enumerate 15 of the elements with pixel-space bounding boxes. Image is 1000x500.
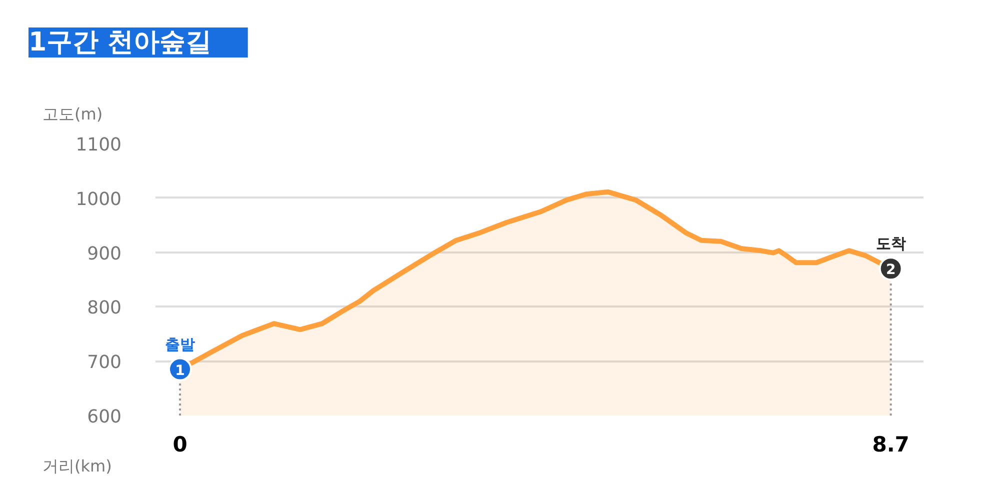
annotation: 2 — [886, 262, 896, 278]
y-tick-label: 600 — [87, 406, 122, 428]
x-tick-label: 8.7 — [872, 432, 910, 456]
annotation: 1 — [175, 362, 185, 379]
y-tick-label: 1000 — [76, 188, 122, 210]
x-axis-title: 거리(km) — [42, 456, 112, 476]
x-tick-label: 0 — [172, 432, 188, 456]
annotation: 도착 — [876, 234, 906, 253]
chart-title: 1구간 천아숲길 — [28, 28, 212, 58]
annotation: 출발 — [165, 335, 196, 354]
y-tick-label: 900 — [87, 243, 122, 264]
y-tick-label: 1100 — [76, 134, 122, 156]
y-axis-title: 고도(m) — [42, 104, 103, 124]
y-tick-label: 700 — [87, 352, 122, 374]
y-tick-label: 800 — [87, 298, 122, 319]
